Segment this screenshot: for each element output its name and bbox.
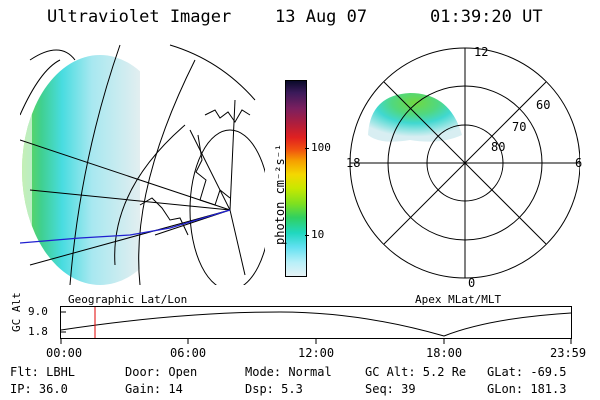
graticule — [20, 44, 265, 285]
polar-grid — [349, 47, 580, 279]
instrument-title: Ultraviolet Imager — [47, 7, 232, 27]
polar-plot-label: Apex MLat/MLT — [415, 293, 502, 306]
seq-info: Seq: 39 — [365, 382, 416, 396]
polar-aurora — [368, 93, 462, 142]
geo-map-label: Geographic Lat/Lon — [68, 293, 188, 306]
mlt-label-top: 12 — [474, 45, 489, 59]
colorbar-tick — [305, 235, 309, 236]
altitude-xtick: 18:00 — [426, 346, 463, 360]
altitude-curve — [60, 311, 572, 337]
gain-info: Gain: 14 — [125, 382, 183, 396]
mode-info: Mode: Normal — [245, 365, 332, 379]
coastline — [139, 109, 251, 236]
track-line — [20, 209, 231, 244]
altitude-xtick: 12:00 — [298, 346, 335, 360]
lat-label: 70 — [512, 120, 527, 134]
gc-alt-info: GC Alt: 5.2 Re — [365, 365, 467, 379]
polar-plot — [349, 47, 580, 279]
door-info: Door: Open — [125, 365, 198, 379]
altitude-xtick: 00:00 — [46, 346, 83, 360]
flt-info: Flt: LBHL — [10, 365, 76, 379]
colorbar-unit-label: photon cm⁻²s⁻¹ — [273, 143, 287, 245]
mlt-label-left: 18 — [346, 156, 361, 170]
dsp-info: Dsp: 5.3 — [245, 382, 303, 396]
altitude-ylabel: GC Alt — [10, 292, 23, 332]
colorbar-tick — [305, 148, 309, 149]
altitude-xtick: 06:00 — [170, 346, 207, 360]
time-label: 01:39:20 UT — [430, 7, 543, 27]
altitude-plot — [60, 306, 572, 344]
altitude-ytick: 9.0 — [28, 305, 48, 318]
geographic-map — [20, 44, 265, 285]
glon-info: GLon: 181.3 — [487, 382, 567, 396]
altitude-ytick: 1.8 — [28, 325, 48, 338]
aurora-emission — [22, 55, 140, 285]
glat-info: GLat: -69.5 — [487, 365, 567, 379]
date-label: 13 Aug 07 — [275, 7, 368, 27]
ip-info: IP: 36.0 — [10, 382, 68, 396]
mlt-label-right: 6 — [575, 156, 583, 170]
colorbar — [285, 80, 307, 277]
mlt-label-bottom: 0 — [468, 276, 476, 290]
altitude-xtick: 23:59 — [550, 346, 587, 360]
lat-label: 60 — [536, 98, 551, 112]
colorbar-tick-label: 100 — [311, 141, 331, 154]
lat-label: 80 — [491, 140, 506, 154]
colorbar-tick-label: 10 — [311, 228, 325, 241]
